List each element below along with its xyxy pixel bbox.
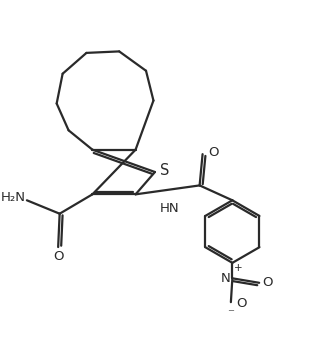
Text: H₂N: H₂N: [0, 192, 25, 204]
Text: N: N: [221, 272, 231, 285]
Text: O: O: [263, 276, 273, 289]
Text: O: O: [208, 146, 218, 159]
Text: +: +: [234, 263, 243, 273]
Text: O: O: [236, 297, 247, 310]
Text: HN: HN: [160, 202, 180, 215]
Text: ⁻: ⁻: [227, 307, 235, 321]
Text: O: O: [53, 250, 63, 263]
Text: S: S: [160, 163, 170, 178]
